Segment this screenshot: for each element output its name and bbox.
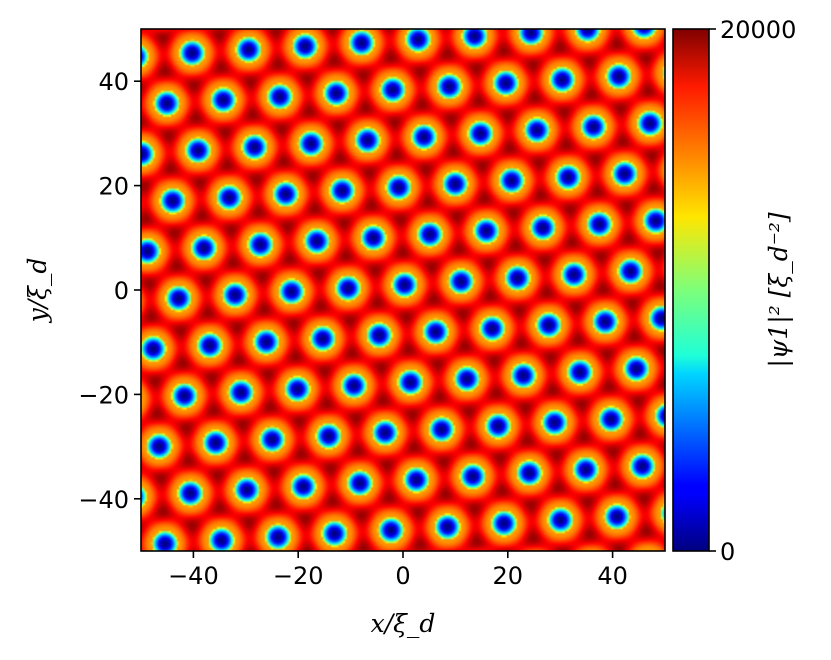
y-tick-label: 20 <box>98 173 129 201</box>
y-tick-label: 0 <box>114 277 129 305</box>
x-tick-label: −20 <box>273 562 324 590</box>
y-tick-label: −40 <box>78 486 129 514</box>
x-axis-ticks: −40 −20 0 20 40 <box>168 551 628 590</box>
plot-area <box>140 28 666 552</box>
x-tick-label: −40 <box>168 562 219 590</box>
y-tick-label: −20 <box>78 381 129 409</box>
x-tick-label: 20 <box>493 562 524 590</box>
y-tick-label: 40 <box>98 68 129 96</box>
y-axis-ticks: −40 −20 0 20 40 <box>78 68 141 514</box>
x-axis-label: x/ξ_d <box>371 609 436 638</box>
y-axis-label: y/ξ_d <box>23 258 52 324</box>
colorbar: 20000 0 |ψ1|² [ξ_d⁻²] <box>672 16 796 566</box>
colorbar-tick-label-max: 20000 <box>720 16 796 44</box>
x-tick-label: 40 <box>597 562 628 590</box>
colorbar-frame <box>672 28 710 552</box>
colorbar-gradient <box>673 29 709 551</box>
colorbar-label: |ψ1|² [ξ_d⁻²] <box>764 212 794 368</box>
colorbar-tick-label-min: 0 <box>720 538 735 566</box>
density-heatmap <box>141 29 665 551</box>
x-tick-label: 0 <box>395 562 410 590</box>
